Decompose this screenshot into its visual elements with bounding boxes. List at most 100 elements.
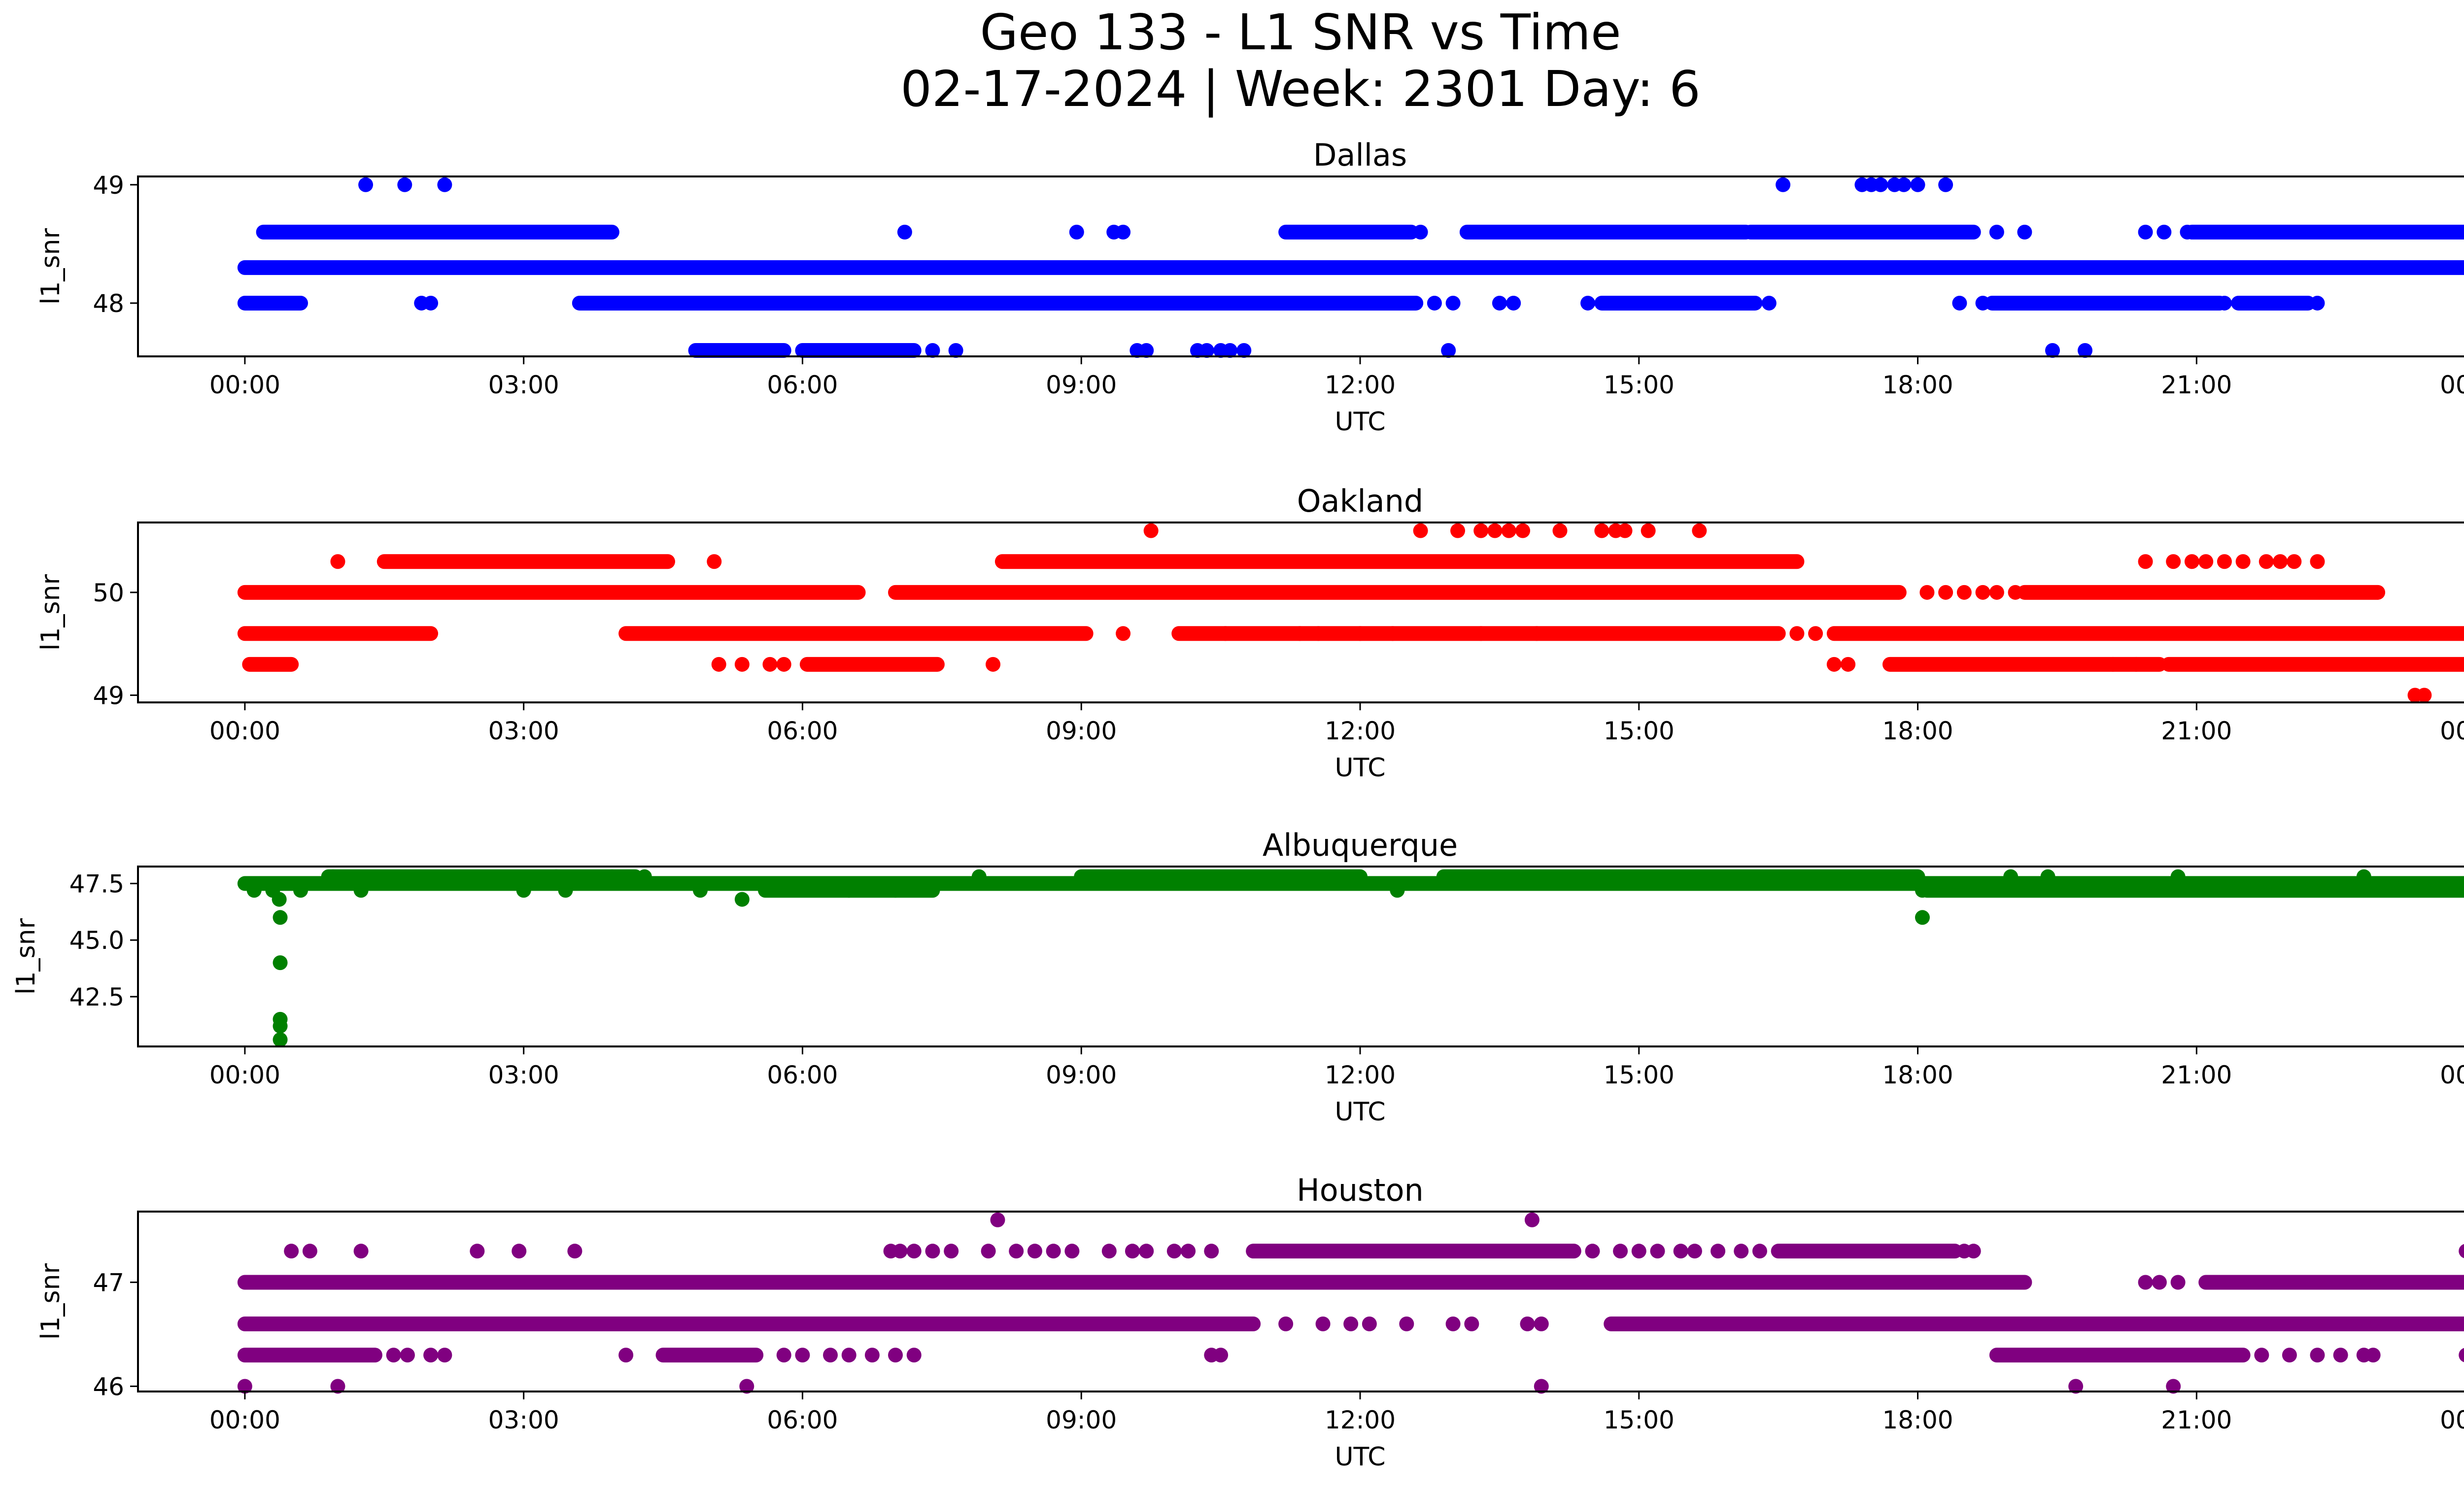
- axes-frame: [137, 522, 2464, 703]
- data-point: [1552, 523, 1568, 538]
- x-tick-label: 09:00: [1046, 371, 1117, 399]
- data-point: [925, 1244, 940, 1259]
- x-tick-label: 15:00: [1604, 717, 1675, 745]
- data-point: [2333, 1348, 2348, 1363]
- data-point: [386, 1348, 401, 1363]
- data-point: [1938, 177, 1953, 192]
- data-point: [2217, 295, 2232, 311]
- data-point: [1441, 343, 1456, 358]
- data-point: [567, 1244, 582, 1259]
- data-point: [2170, 1275, 2186, 1290]
- data-point: [2184, 554, 2199, 569]
- data-point: [1218, 626, 1233, 641]
- data-point: [2180, 224, 2195, 240]
- data-point: [888, 883, 903, 898]
- data-point-run: [795, 343, 922, 358]
- data-point: [841, 883, 856, 898]
- data-point: [293, 883, 308, 898]
- data-point: [558, 883, 573, 898]
- data-point: [892, 1244, 908, 1259]
- data-point: [1956, 585, 1972, 600]
- data-point: [734, 657, 750, 672]
- data-point: [1515, 523, 1531, 538]
- data-point: [1520, 1316, 1535, 1331]
- data-point-run: [1604, 1316, 2464, 1331]
- data-point: [2417, 688, 2432, 703]
- data-point: [762, 657, 778, 672]
- data-point-run: [1459, 224, 1753, 240]
- data-point: [990, 1212, 1005, 1227]
- data-point: [1534, 1316, 1549, 1331]
- data-point: [1166, 1244, 1182, 1259]
- x-tick-label: 03:00: [488, 371, 559, 399]
- data-point: [1199, 343, 1214, 358]
- data-point: [1585, 1244, 1600, 1259]
- chart-subtitle: 02-17-2024 | Week: 2301 Day: 6: [900, 60, 1700, 118]
- data-point: [795, 1348, 810, 1363]
- data-point: [273, 955, 288, 971]
- data-point-run: [888, 585, 1907, 600]
- data-point: [2198, 554, 2214, 569]
- data-point-run: [2184, 224, 2464, 240]
- x-tick-label: 00:00: [2440, 371, 2464, 399]
- x-tick-label: 15:00: [1604, 1061, 1675, 1089]
- x-tick-label: 00:00: [209, 1061, 280, 1089]
- y-tick-label: 45.0: [69, 926, 124, 955]
- data-point: [2008, 585, 2023, 600]
- data-point: [1534, 1379, 1549, 1394]
- data-point-run: [1919, 883, 2464, 898]
- data-point: [1975, 585, 1990, 600]
- data-point: [2068, 1379, 2084, 1394]
- data-point: [1989, 585, 2004, 600]
- y-tick-label: 47: [93, 1268, 124, 1297]
- data-point: [1139, 1244, 1154, 1259]
- x-tick-label: 12:00: [1325, 1061, 1396, 1089]
- data-point: [2365, 1348, 2381, 1363]
- data-point: [1139, 343, 1154, 358]
- data-point: [284, 1244, 299, 1259]
- subplot-albuquerque: Albuquerque 00:00 03:00 06:00 09:00 12:00 15:0…: [11, 827, 2464, 1127]
- data-point-run: [237, 1348, 382, 1363]
- subplot-oakland: Oakland 00:00 03:00 06:00 09:00 12:00 15:00 18:…: [36, 483, 2464, 783]
- data-point: [1222, 343, 1237, 358]
- data-point: [897, 224, 912, 240]
- data-point: [1501, 523, 1516, 538]
- data-point: [1399, 1316, 1414, 1331]
- data-point: [353, 883, 369, 898]
- data-points: [237, 869, 2464, 1047]
- data-point: [1711, 1244, 1726, 1259]
- data-point: [739, 1379, 754, 1394]
- data-point-run: [1743, 224, 1981, 240]
- data-point: [2128, 657, 2144, 672]
- y-tick-label: 46: [93, 1372, 124, 1401]
- data-point: [906, 1244, 922, 1259]
- data-point-run: [237, 295, 308, 311]
- data-point: [2259, 554, 2274, 569]
- data-point: [1311, 626, 1326, 641]
- data-point: [2459, 1348, 2464, 1362]
- data-point-run: [237, 626, 439, 641]
- data-point: [1116, 626, 1131, 641]
- data-point: [1873, 177, 1888, 192]
- data-point: [516, 883, 531, 898]
- data-point: [1826, 657, 1842, 672]
- data-point: [888, 1348, 903, 1363]
- x-tick-label: 03:00: [488, 717, 559, 745]
- subplot-dallas: Dallas 00:00 03:00 06:00 09:00 12:00 15:00 18:0…: [36, 137, 2464, 437]
- y-tick-label: 49: [93, 171, 124, 200]
- data-point: [302, 1244, 317, 1259]
- data-point: [1390, 883, 1405, 898]
- data-point: [1027, 1244, 1042, 1259]
- data-point: [1975, 295, 1990, 311]
- data-point-run: [994, 554, 1805, 569]
- data-point: [1385, 626, 1401, 641]
- data-point-run: [1989, 1348, 2251, 1363]
- data-point: [1009, 1244, 1024, 1259]
- y-tick-label: 49: [93, 681, 124, 710]
- data-point: [358, 177, 374, 192]
- data-point: [1529, 626, 1544, 641]
- data-point: [1915, 910, 1930, 925]
- data-point: [776, 657, 791, 672]
- data-point: [1580, 295, 1596, 311]
- data-point-run: [655, 1348, 764, 1363]
